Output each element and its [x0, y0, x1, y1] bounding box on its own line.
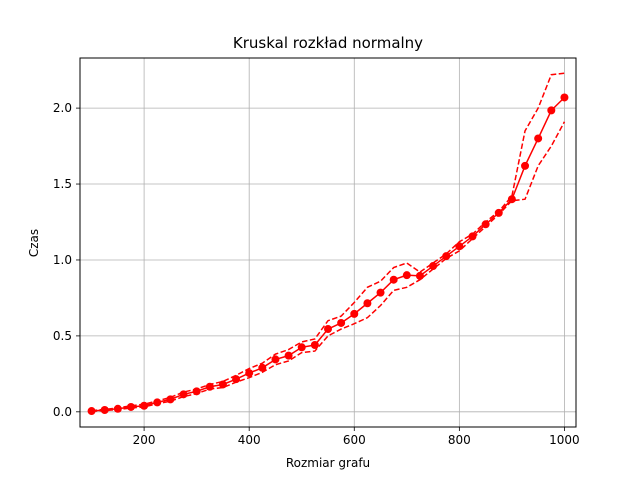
y-tick-label: 1.0	[53, 253, 72, 267]
data-point	[376, 288, 385, 297]
x-tick-label: 1000	[549, 433, 580, 447]
data-point	[494, 208, 503, 217]
data-point	[363, 299, 372, 308]
data-point	[258, 363, 267, 372]
grid	[80, 58, 576, 427]
data-point	[126, 402, 135, 411]
chart-title: Kruskal rozkład normalny	[233, 34, 423, 52]
y-tick-label: 0.0	[53, 405, 72, 419]
series-lower-bound-line	[91, 121, 566, 413]
data-point	[324, 325, 332, 334]
y-tick-label: 0.5	[53, 329, 72, 343]
data-point	[113, 404, 122, 413]
data-point	[534, 134, 543, 143]
x-tick-label: 200	[133, 433, 156, 447]
series-mean-line	[91, 96, 565, 412]
data-point	[560, 93, 569, 102]
plot-frame	[79, 57, 577, 428]
data-point	[153, 398, 162, 407]
data-point	[232, 375, 241, 384]
data-point	[468, 232, 477, 241]
x-tick-label: 800	[448, 433, 471, 447]
data-point	[415, 271, 424, 280]
data-point	[297, 343, 306, 352]
series-upper-bound-line	[91, 72, 565, 412]
data-point	[402, 271, 411, 280]
data-point	[547, 106, 556, 115]
y-axis-label: Czas	[27, 229, 41, 257]
data-point	[140, 401, 149, 410]
data-point	[481, 220, 490, 229]
y-tick-label: 2.0	[53, 101, 72, 115]
data-point	[271, 355, 280, 364]
x-tick-label: 400	[238, 433, 261, 447]
data-point	[284, 351, 293, 360]
x-tick-label: 600	[343, 433, 366, 447]
data-point	[337, 318, 346, 327]
x-axis: 200 400 600 800 1000	[133, 427, 580, 447]
data-point	[442, 252, 451, 261]
data-point	[389, 275, 398, 284]
x-axis-label: Rozmiar grafu	[286, 456, 370, 470]
data-point	[507, 195, 516, 204]
data-point	[350, 309, 359, 318]
data-point	[429, 262, 438, 271]
data-point	[521, 161, 530, 170]
data-point	[245, 369, 254, 378]
data-point	[310, 341, 319, 349]
y-axis: 0.0 0.5 1.0 1.5 2.0	[53, 101, 80, 419]
series-group	[87, 72, 569, 416]
y-tick-label: 1.5	[53, 177, 72, 191]
